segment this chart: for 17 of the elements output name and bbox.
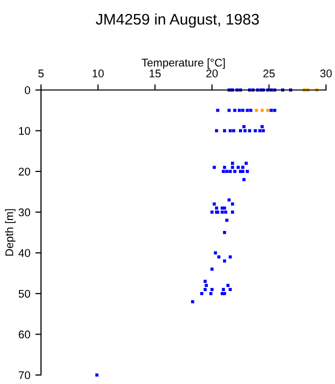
x-tick-label: 30 [320, 70, 332, 78]
y-tick-label: 10 [19, 126, 30, 135]
y-tick-label: 40 [18, 249, 30, 257]
y-tick-label: 50 [18, 290, 30, 298]
x-tick-label: 15 [150, 70, 161, 78]
x-axis-title: Temperature [°C] [142, 58, 225, 69]
x-tick-label: 10 [92, 70, 104, 78]
x-tick-label: 20 [206, 70, 218, 78]
y-tick-label: 30 [18, 208, 30, 216]
y-tick-label: 70 [18, 371, 30, 380]
y-tick-label: 60 [18, 330, 30, 338]
y-tick-label: 0 [24, 86, 30, 94]
y-tick-label: 20 [18, 168, 30, 176]
y-axis-title: Depth [m] [5, 209, 16, 256]
x-tick-label: 5 [38, 70, 44, 78]
chart-title: JM4259 in August, 1983 [96, 13, 259, 28]
x-tick-label: 25 [263, 70, 275, 78]
